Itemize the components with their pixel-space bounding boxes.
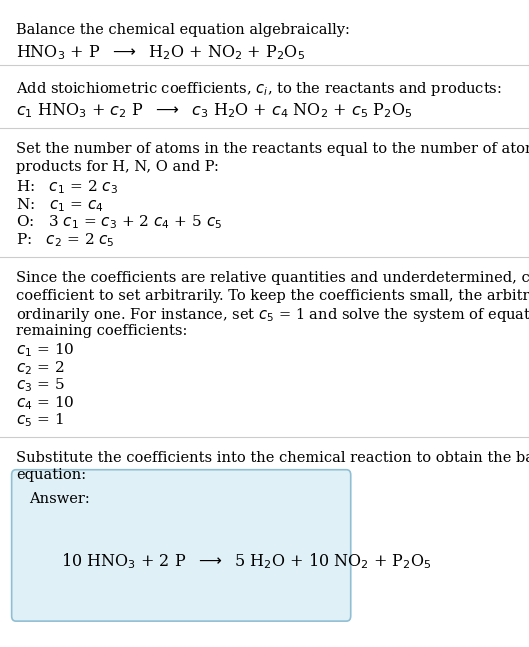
- Text: O:   3 $c_1$ = $c_3$ + 2 $c_4$ + 5 $c_5$: O: 3 $c_1$ = $c_3$ + 2 $c_4$ + 5 $c_5$: [16, 214, 222, 231]
- Text: Answer:: Answer:: [29, 492, 90, 506]
- Text: $c_1$ = 10: $c_1$ = 10: [16, 342, 75, 359]
- Text: 10 HNO$_3$ + 2 P  $\longrightarrow$  5 H$_2$O + 10 NO$_2$ + P$_2$O$_5$: 10 HNO$_3$ + 2 P $\longrightarrow$ 5 H$_…: [61, 551, 432, 571]
- Text: $c_5$ = 1: $c_5$ = 1: [16, 411, 63, 429]
- Text: $c_2$ = 2: $c_2$ = 2: [16, 359, 64, 377]
- Text: $c_3$ = 5: $c_3$ = 5: [16, 377, 65, 394]
- Text: remaining coefficients:: remaining coefficients:: [16, 324, 187, 338]
- Text: P:   $c_2$ = 2 $c_5$: P: $c_2$ = 2 $c_5$: [16, 231, 115, 248]
- Text: Substitute the coefficients into the chemical reaction to obtain the balanced: Substitute the coefficients into the che…: [16, 451, 529, 465]
- Text: HNO$_3$ + P  $\longrightarrow$  H$_2$O + NO$_2$ + P$_2$O$_5$: HNO$_3$ + P $\longrightarrow$ H$_2$O + N…: [16, 43, 305, 62]
- Text: Add stoichiometric coefficients, $c_i$, to the reactants and products:: Add stoichiometric coefficients, $c_i$, …: [16, 80, 501, 98]
- Text: Balance the chemical equation algebraically:: Balance the chemical equation algebraica…: [16, 23, 350, 37]
- Text: $c_1$ HNO$_3$ + $c_2$ P  $\longrightarrow$  $c_3$ H$_2$O + $c_4$ NO$_2$ + $c_5$ : $c_1$ HNO$_3$ + $c_2$ P $\longrightarrow…: [16, 101, 413, 120]
- Text: equation:: equation:: [16, 468, 86, 483]
- Text: Set the number of atoms in the reactants equal to the number of atoms in the: Set the number of atoms in the reactants…: [16, 142, 529, 157]
- Text: N:   $c_1$ = $c_4$: N: $c_1$ = $c_4$: [16, 196, 104, 214]
- Text: Since the coefficients are relative quantities and underdetermined, choose a: Since the coefficients are relative quan…: [16, 271, 529, 285]
- Text: H:   $c_1$ = 2 $c_3$: H: $c_1$ = 2 $c_3$: [16, 179, 118, 196]
- FancyBboxPatch shape: [12, 470, 351, 621]
- Text: coefficient to set arbitrarily. To keep the coefficients small, the arbitrary va: coefficient to set arbitrarily. To keep …: [16, 289, 529, 303]
- Text: ordinarily one. For instance, set $c_5$ = 1 and solve the system of equations fo: ordinarily one. For instance, set $c_5$ …: [16, 306, 529, 324]
- Text: products for H, N, O and P:: products for H, N, O and P:: [16, 160, 219, 174]
- Text: $c_4$ = 10: $c_4$ = 10: [16, 394, 75, 411]
